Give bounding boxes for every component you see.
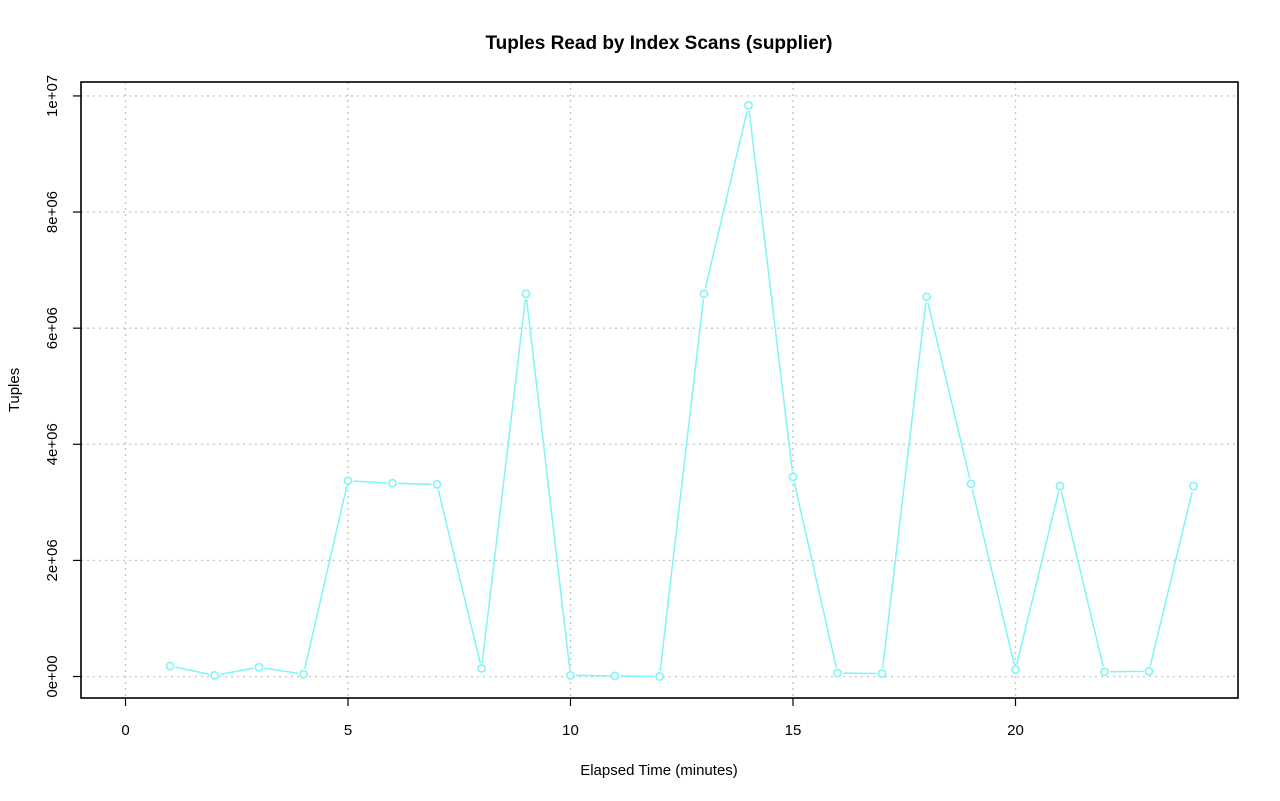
x-tick-label: 20 [1007, 722, 1024, 739]
series-segment [304, 486, 348, 670]
series-segment [525, 299, 571, 670]
chart-title: Tuples Read by Index Scans (supplier) [485, 33, 832, 54]
series-0 [165, 100, 1198, 681]
data-point [966, 479, 976, 489]
data-point [477, 663, 486, 673]
data-point [210, 670, 219, 680]
series-segment [264, 667, 299, 675]
series-segment [971, 488, 1015, 665]
data-point [165, 661, 175, 671]
series-segment [1149, 491, 1193, 667]
data-point [655, 672, 664, 681]
data-point [788, 472, 798, 482]
y-axis: 0e+00 2e+06 4e+06 6e+06 8e+06 1e+07 [44, 75, 81, 698]
series-layer [165, 100, 1198, 681]
data-point [254, 662, 264, 672]
y-axis-label: Tuples [6, 368, 23, 412]
y-tick-label: 8e+06 [44, 191, 61, 233]
data-point [877, 669, 887, 679]
data-point [1189, 481, 1198, 491]
series-segment [437, 489, 481, 664]
data-point [432, 479, 442, 489]
series-segment [927, 301, 971, 479]
y-tick-label: 2e+06 [44, 539, 61, 581]
series-segment [219, 667, 254, 676]
x-axis-label: Elapsed Time (minutes) [580, 762, 738, 779]
x-tick-label: 15 [785, 722, 802, 739]
series-segment [481, 299, 527, 664]
y-tick-label: 0e+00 [44, 655, 61, 697]
x-tick-label: 0 [121, 722, 129, 739]
series-segment [1060, 491, 1104, 667]
data-point [1144, 666, 1154, 676]
series-segment [659, 299, 705, 672]
data-point [1011, 665, 1020, 674]
data-point [299, 669, 308, 679]
x-tick-label: 10 [562, 722, 579, 739]
y-tick-label: 1e+07 [44, 75, 61, 117]
plot-frame [80, 81, 1239, 699]
data-point [1055, 481, 1065, 491]
series-segment [748, 110, 794, 472]
x-axis: 0 5 10 15 20 [121, 698, 1024, 739]
series-segment [1016, 491, 1060, 665]
data-point [833, 668, 842, 678]
x-tick-label: 5 [344, 722, 352, 739]
data-point [610, 671, 620, 681]
series-segment [397, 482, 432, 485]
grid-lines [81, 82, 1238, 698]
data-point [343, 476, 353, 486]
series-segment [175, 666, 210, 675]
data-point [566, 670, 575, 680]
y-tick-label: 4e+06 [44, 423, 61, 465]
y-tick-label: 6e+06 [44, 307, 61, 349]
series-segment [353, 480, 388, 484]
series-segment [881, 302, 927, 669]
data-point [521, 289, 531, 299]
data-point [699, 289, 709, 299]
data-point [744, 100, 753, 110]
data-point [922, 292, 931, 302]
data-point [1100, 667, 1109, 677]
series-segment [704, 110, 748, 289]
series-segment [793, 481, 838, 668]
data-point [388, 478, 397, 488]
